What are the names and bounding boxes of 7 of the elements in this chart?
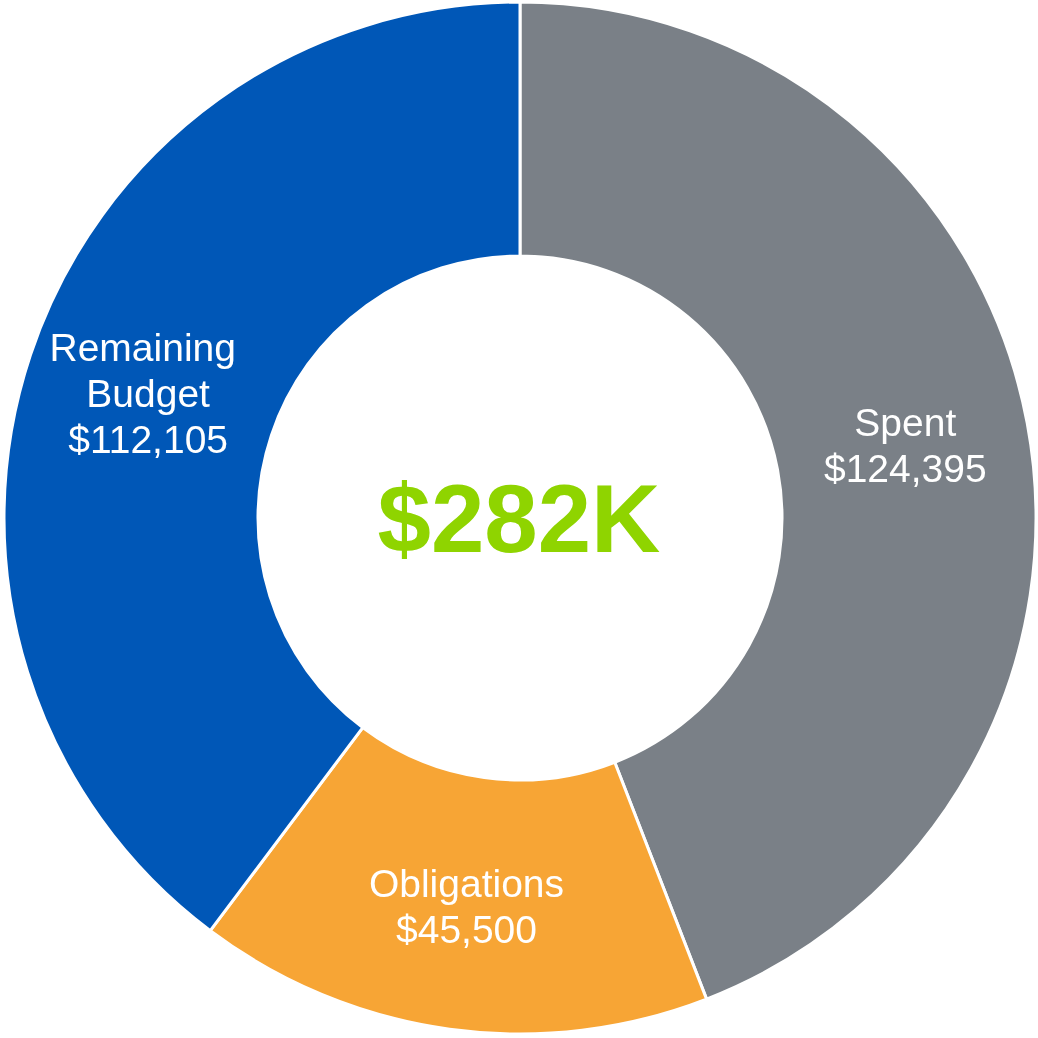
- slice-label: Obligations: [368, 861, 565, 905]
- text: $282K: [377, 464, 661, 572]
- slice-label: Spent: [854, 401, 957, 445]
- data-label: $45,500: [396, 907, 537, 951]
- data-label: $124,395: [823, 447, 987, 491]
- slice-label: Remaining Budget: [49, 326, 247, 416]
- data-label: $112,105: [68, 418, 229, 462]
